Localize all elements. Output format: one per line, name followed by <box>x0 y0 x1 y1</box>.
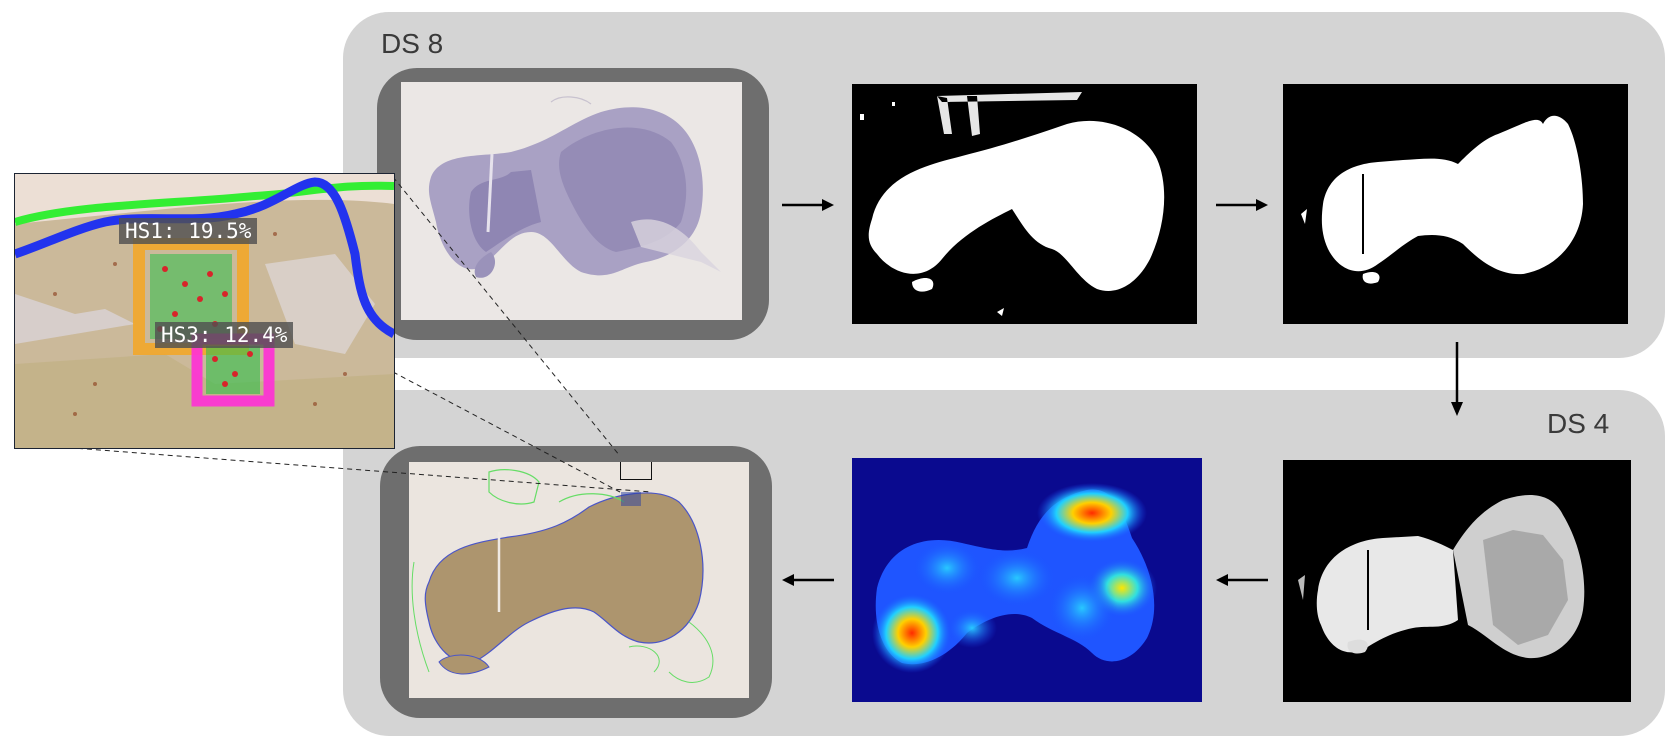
arrow-right-2 <box>1216 199 1268 211</box>
annotated-result-image <box>409 462 749 698</box>
cleaned-mask-image <box>1283 84 1628 324</box>
arrow-right-1 <box>782 199 834 211</box>
zoom-region-box <box>620 462 652 480</box>
hotspot-1-label: HS1: 19.5% <box>119 218 258 244</box>
dab-channel-image <box>1283 460 1631 702</box>
arrow-left-2 <box>782 574 834 586</box>
arrow-down <box>1451 342 1463 416</box>
he-slide-image <box>428 96 721 278</box>
density-heatmap-image <box>852 458 1202 702</box>
tissue-mask-image <box>852 84 1197 324</box>
hotspot-3-label: HS3: 12.4% <box>155 322 294 348</box>
input-slide-thumbnail <box>401 82 742 320</box>
arrow-left-1 <box>1216 574 1268 586</box>
hotspot-3-region <box>191 333 275 407</box>
hotspot-zoom-inset: HS1: 19.5% HS3: 12.4% <box>14 173 395 449</box>
ds4-label: DS 4 <box>1547 408 1610 439</box>
ds8-label: DS 8 <box>381 28 444 59</box>
